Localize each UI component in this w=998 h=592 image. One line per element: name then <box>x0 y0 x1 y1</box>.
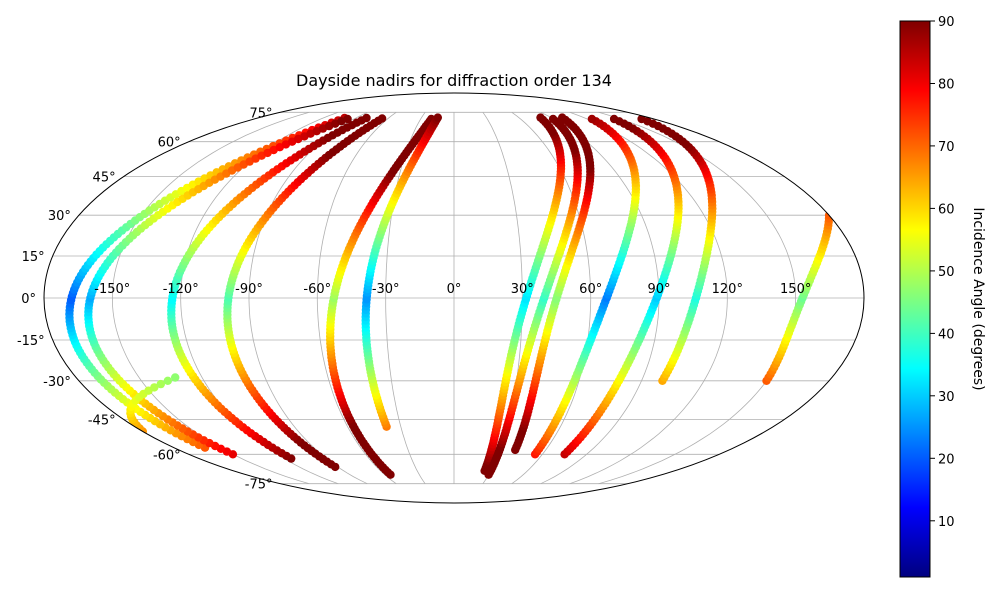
nadir-point <box>343 114 352 124</box>
meridian-line <box>569 111 728 485</box>
colorbar-tick-label: 70 <box>938 140 955 155</box>
colorbar-tick-label: 30 <box>938 390 955 405</box>
lat-tick-label: 15° <box>22 250 45 265</box>
nadir-point <box>536 113 545 122</box>
track-series <box>167 113 371 463</box>
lat-tick-label: -30° <box>43 375 71 390</box>
track-series <box>361 113 442 431</box>
nadir-point <box>362 113 371 123</box>
track-series <box>762 211 834 385</box>
lat-tick-label: -15° <box>17 334 45 349</box>
lon-tick-label: 0° <box>447 282 462 297</box>
nadir-point <box>171 373 180 382</box>
lat-tick-label: 30° <box>48 209 71 224</box>
colorbar-tick-label: 10 <box>938 515 955 530</box>
track-series <box>126 373 180 436</box>
track-series <box>530 114 641 459</box>
lat-tick-label: 45° <box>93 171 116 186</box>
meridian-line <box>598 111 796 485</box>
nadir-point <box>377 114 387 123</box>
lon-tick-label: -150° <box>94 282 130 297</box>
nadir-point <box>637 114 646 124</box>
map-area: -150° -120° -90° -60° -30° 0° 30° 60° 90° 120° 150… <box>17 92 865 504</box>
lat-tick-label: 75° <box>249 106 272 121</box>
track-series <box>480 113 566 475</box>
track-series <box>637 114 717 385</box>
lon-tick-label: 60° <box>579 282 602 297</box>
lon-tick-label: 150° <box>780 282 811 297</box>
lat-tick-label: 0° <box>21 292 36 307</box>
nadir-point <box>558 113 567 122</box>
colorbar-tick-label: 50 <box>938 265 955 280</box>
track-series <box>560 114 683 459</box>
colorbar-tick-label: 20 <box>938 452 955 467</box>
colorbar-gradient <box>899 20 931 578</box>
lat-tick-label: -45° <box>88 413 116 428</box>
lon-tick-label: -120° <box>163 282 199 297</box>
lon-tick-label: -30° <box>372 282 400 297</box>
meridian-line <box>316 111 397 485</box>
meridian-line <box>248 111 368 485</box>
nadir-point <box>548 114 558 124</box>
lat-tick-label: -60° <box>153 448 181 463</box>
nadir-point <box>156 379 165 389</box>
chart-title: Dayside nadirs for diffraction order 134 <box>296 71 612 90</box>
nadir-point <box>609 114 619 124</box>
longitude-tick-labels: -150° -120° -90° -60° -30° 0° 30° 60° 90° 120° 150… <box>94 282 811 297</box>
nadir-point <box>150 383 159 392</box>
colorbar-tick-label: 80 <box>938 78 955 93</box>
map-outline <box>43 92 865 504</box>
nadir-point <box>587 114 597 124</box>
nadir-point <box>163 376 172 385</box>
nadir-point <box>433 113 442 122</box>
lon-tick-label: -90° <box>235 282 263 297</box>
lon-tick-label: 30° <box>511 282 534 297</box>
track-series <box>484 114 582 479</box>
latitude-tick-labels: 75° 60° 45° 30° 15° 0° -15° -30° -45° -60° -75° <box>17 106 273 492</box>
colorbar: 10 20 30 40 50 60 70 80 90 Incidence Angle (degr… <box>899 15 986 578</box>
lon-tick-label: -60° <box>303 282 331 297</box>
lat-tick-label: 60° <box>158 136 181 151</box>
track-series <box>223 114 387 472</box>
track-series <box>326 114 436 479</box>
nadir-tracks <box>65 113 834 479</box>
colorbar-tick-label: 90 <box>938 15 955 30</box>
lon-tick-label: 90° <box>647 282 670 297</box>
colorbar-tick-label: 40 <box>938 327 955 342</box>
lat-tick-label: -75° <box>245 478 273 493</box>
colorbar-tick-label: 60 <box>938 202 955 217</box>
colorbar-ticks: 10 20 30 40 50 60 70 80 90 <box>930 15 955 530</box>
colorbar-label: Incidence Angle (degrees) <box>970 207 986 390</box>
track-series <box>511 113 595 455</box>
lon-tick-label: 120° <box>712 282 743 297</box>
track-series <box>84 114 352 459</box>
